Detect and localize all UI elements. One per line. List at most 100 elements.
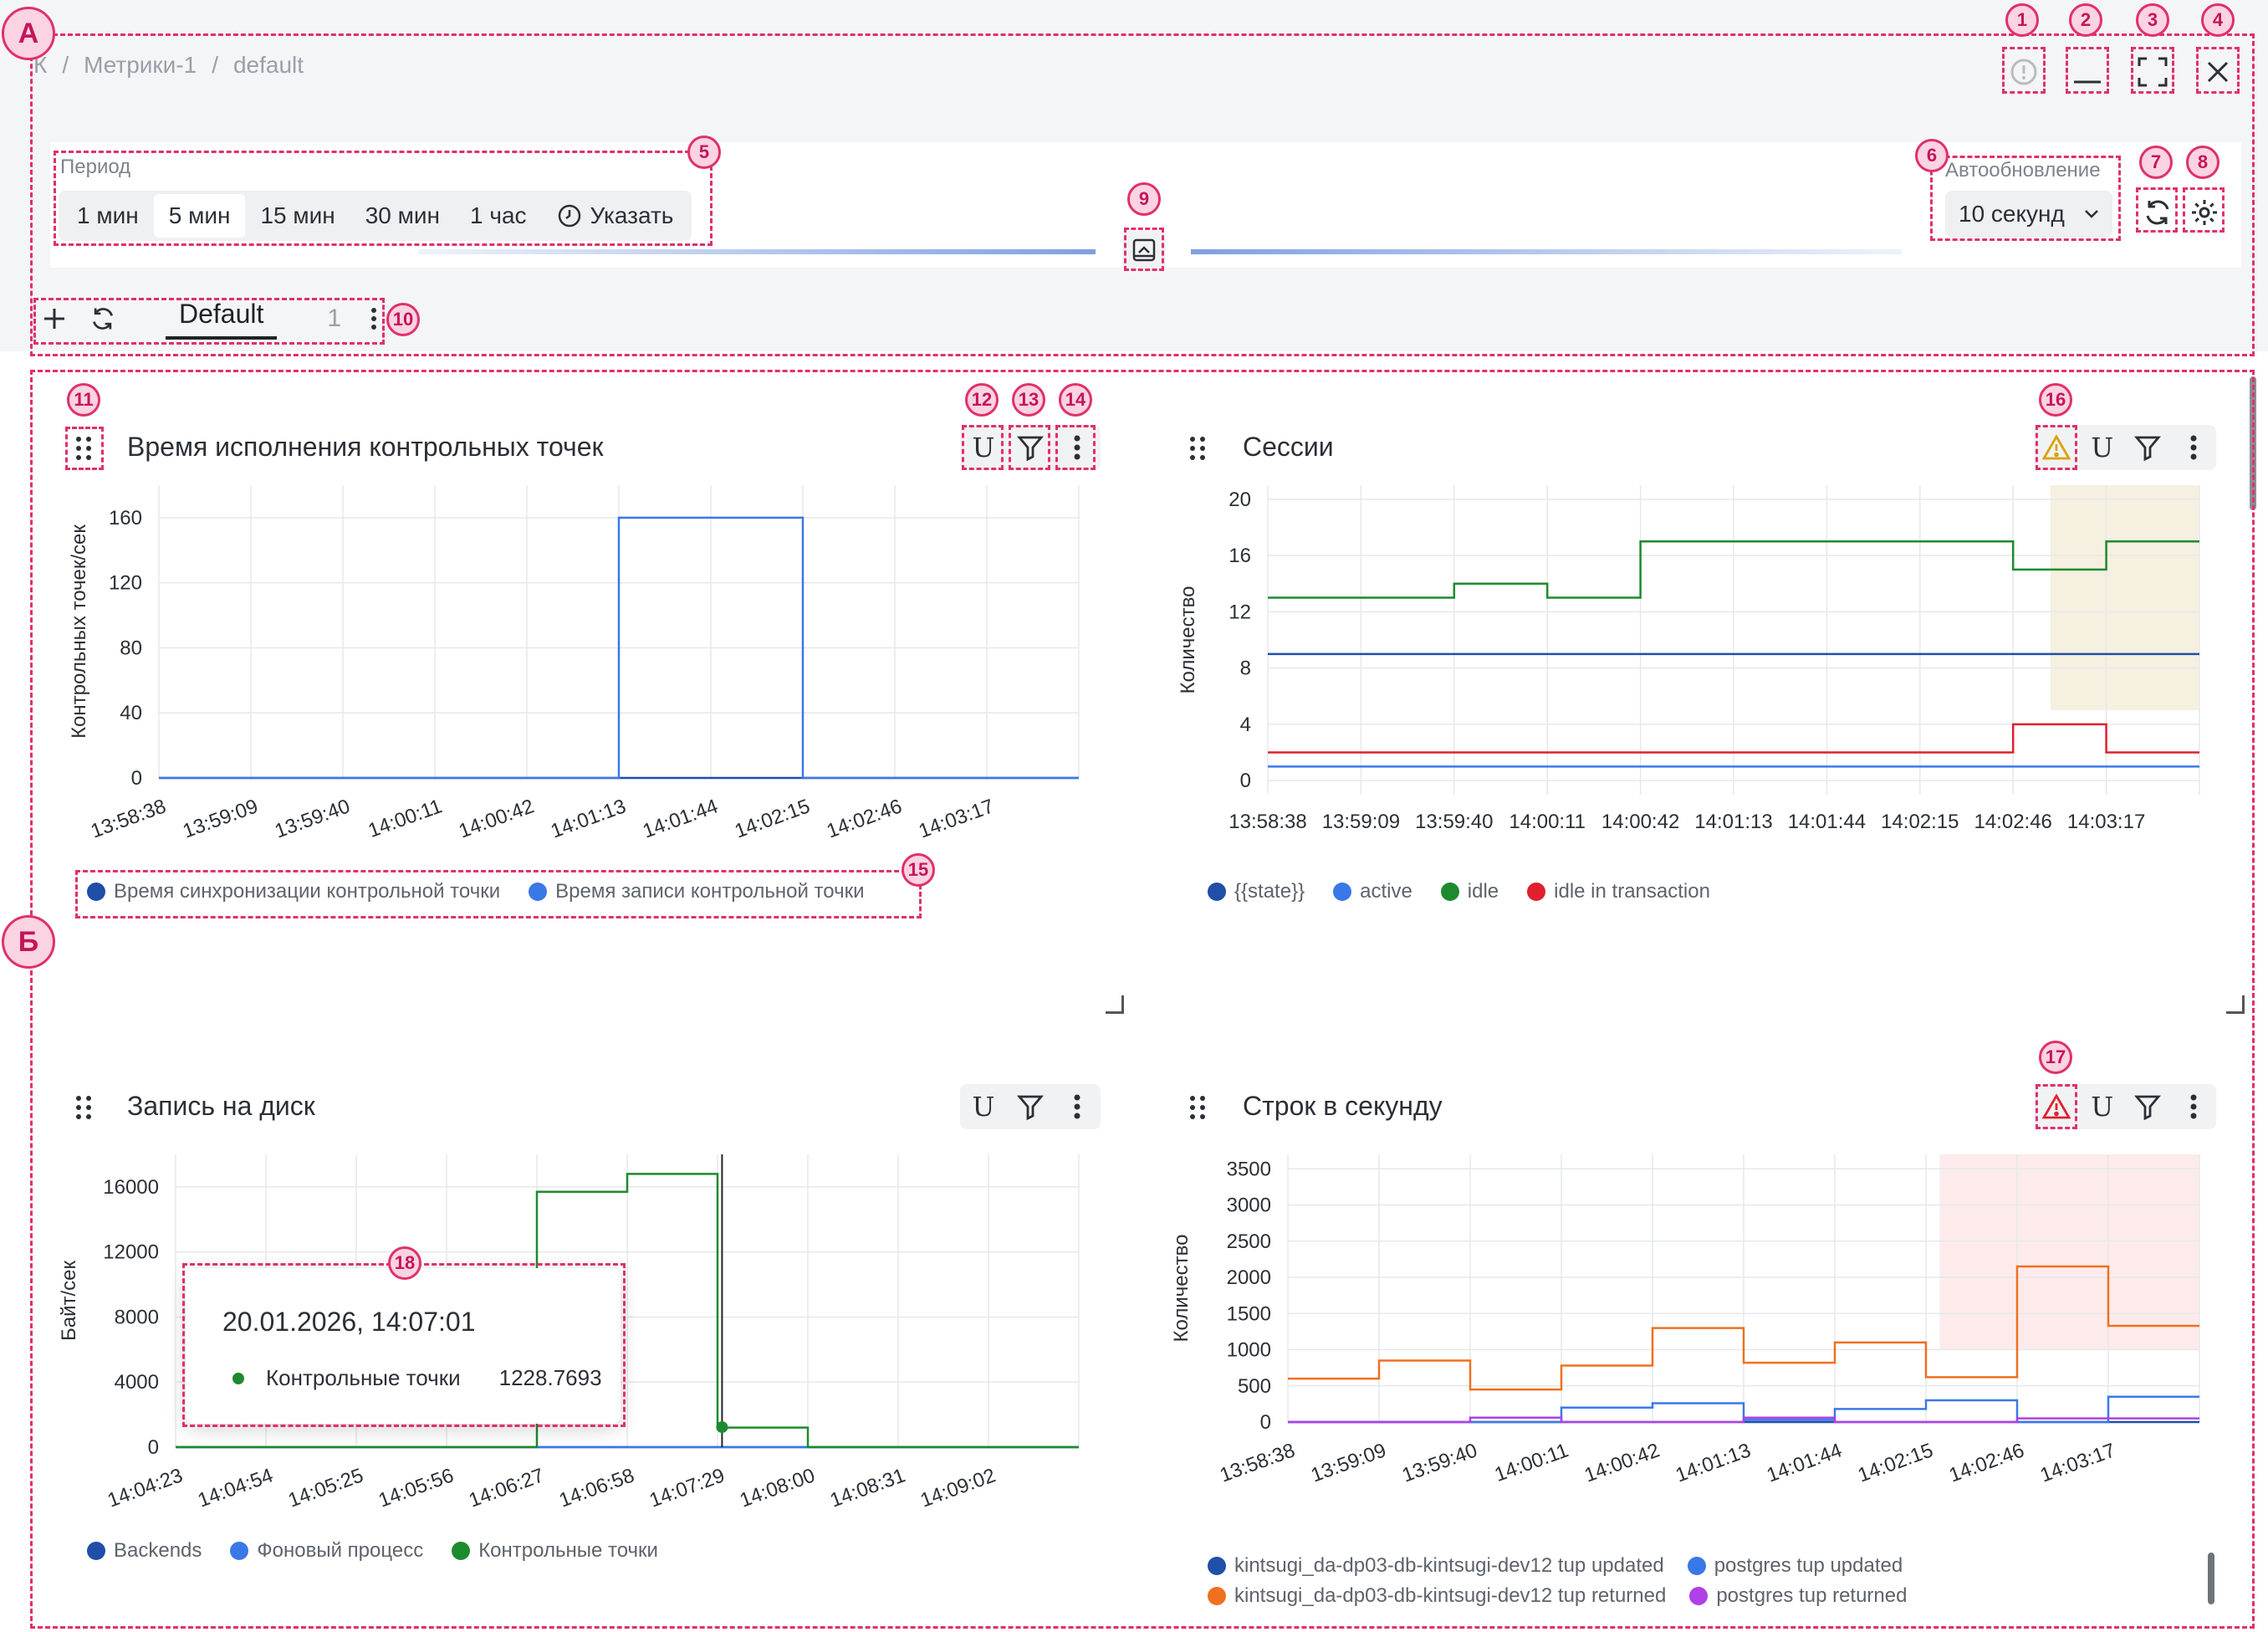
panel-menu-button[interactable]: [1054, 425, 1101, 470]
filter-button[interactable]: [1007, 1084, 1054, 1129]
x-tick-label: 14:00:11: [1509, 811, 1586, 833]
close-button[interactable]: [2194, 49, 2241, 95]
collapse-up-icon: [1132, 238, 1156, 262]
add-tab-button[interactable]: [33, 298, 75, 340]
legend-dot: [1527, 883, 1546, 901]
panel-menu-button[interactable]: [2171, 425, 2217, 470]
units-button[interactable]: U: [2080, 425, 2126, 470]
filter-button[interactable]: [1007, 425, 1054, 470]
panel-menu-button[interactable]: [2171, 1084, 2217, 1129]
period-15-min[interactable]: 15 мин: [260, 202, 335, 228]
legend-item[interactable]: kintsugi_da-dp03-db-kintsugi-dev12 tup u…: [1208, 1554, 1664, 1578]
units-icon: U: [972, 1091, 995, 1123]
period-30-min[interactable]: 30 мин: [365, 202, 440, 228]
settings-button[interactable]: [2183, 191, 2226, 234]
legend-item[interactable]: Backends: [87, 1539, 202, 1563]
tab-default[interactable]: Default: [166, 299, 278, 340]
panel-title: Сессии: [1243, 432, 1334, 462]
annotation-region-a: [30, 33, 2255, 356]
autoupdate-select[interactable]: 10 секунд: [1945, 191, 2112, 238]
refresh-button[interactable]: [2136, 191, 2179, 234]
reload-tabs-button[interactable]: [82, 298, 124, 340]
chevron-down-icon: [2082, 191, 2101, 253]
drag-handle-icon[interactable]: [1188, 1094, 1208, 1121]
collapse-filters-button[interactable]: [1122, 231, 1166, 269]
panel-resize-handle[interactable]: [2226, 995, 2245, 1014]
legend-dot: [87, 1542, 105, 1560]
units-button[interactable]: U: [960, 425, 1007, 470]
minimize-button[interactable]: [2064, 49, 2111, 95]
annotation-badge: 8: [2186, 146, 2219, 179]
y-tick-label: 2000: [1227, 1266, 1271, 1289]
period-5-min[interactable]: 5 мин: [153, 194, 246, 238]
drag-handle-icon[interactable]: [1188, 435, 1208, 462]
refresh-icon: [93, 308, 113, 330]
y-tick-label: 0: [1260, 1411, 1271, 1434]
legend-item[interactable]: Время записи контрольной точки: [529, 880, 865, 903]
legend-item[interactable]: active: [1333, 880, 1412, 903]
annotation-badge: 12: [965, 383, 999, 417]
legend-item[interactable]: Время синхронизации контрольной точки: [87, 880, 500, 903]
annotation-box: [1009, 425, 1050, 470]
annotation-badge: 1: [2005, 3, 2039, 37]
drag-handle-icon[interactable]: [74, 435, 94, 462]
legend-item[interactable]: postgres tup updated: [1687, 1554, 1903, 1578]
legend-scrollbar[interactable]: [2208, 1553, 2214, 1604]
drag-handle-icon[interactable]: [74, 1094, 94, 1121]
legend-item[interactable]: idle: [1440, 880, 1499, 903]
more-vertical-icon: [2190, 435, 2197, 460]
filter-icon: [1017, 1095, 1044, 1121]
panel-resize-handle[interactable]: [1106, 995, 1124, 1014]
x-tick-label: 14:00:42: [1601, 811, 1679, 833]
alert-info-button[interactable]: [2000, 49, 2047, 95]
warning-button[interactable]: [2034, 425, 2080, 470]
y-tick-label: 0: [148, 1436, 159, 1459]
chart-legend: {{state}} active idle idle in transactio…: [1208, 880, 1710, 903]
breadcrumb: К / Метрики-1 / default: [33, 52, 304, 78]
fullscreen-button[interactable]: [2129, 49, 2176, 95]
annotation-badge: 18: [388, 1246, 421, 1280]
units-button[interactable]: U: [2080, 1084, 2126, 1129]
legend-item[interactable]: kintsugi_da-dp03-db-kintsugi-dev12 tup r…: [1208, 1584, 1666, 1608]
period-1-hour[interactable]: 1 час: [470, 202, 527, 228]
filter-button[interactable]: [2125, 425, 2171, 470]
gear-icon: [2192, 200, 2217, 225]
annotation-badge: А: [2, 7, 55, 60]
error-button[interactable]: [2034, 1084, 2080, 1129]
y-tick-label: 1500: [1227, 1302, 1271, 1325]
panel-toolbar: U: [2034, 1084, 2216, 1129]
x-tick-label: 13:59:40: [1415, 811, 1493, 833]
series-line: [1288, 1265, 2199, 1391]
legend-dot: [230, 1542, 249, 1560]
legend-item[interactable]: Фоновый процесс: [230, 1539, 423, 1563]
y-tick-label: 0: [1240, 770, 1251, 792]
warning-triangle-icon: [2042, 434, 2071, 460]
y-tick-label: 1000: [1227, 1339, 1271, 1362]
y-tick-label: 16000: [103, 1176, 159, 1199]
filter-button[interactable]: [2125, 1084, 2171, 1129]
legend-item[interactable]: idle in transaction: [1527, 880, 1710, 903]
y-tick-label: 80: [120, 637, 142, 659]
tab-menu-button[interactable]: [361, 298, 386, 340]
annotation-badge: 15: [902, 853, 935, 887]
breadcrumb-item-metrics[interactable]: Метрики-1: [84, 52, 197, 78]
annotation-box: [2036, 425, 2077, 470]
annotation-box: [65, 427, 104, 470]
legend-item[interactable]: Контрольные точки: [452, 1539, 658, 1563]
annotation-box: [182, 1263, 626, 1427]
units-button[interactable]: U: [960, 1084, 1007, 1129]
more-vertical-icon: [1074, 435, 1080, 460]
period-custom-button[interactable]: Указать: [542, 194, 689, 238]
units-icon: U: [2091, 432, 2114, 463]
legend-item[interactable]: {{state}}: [1208, 880, 1305, 903]
panel-menu-button[interactable]: [1054, 1084, 1101, 1129]
clock-icon: [558, 204, 580, 228]
panel-rows-per-sec: [1151, 1037, 2251, 1632]
annotation-badge: 11: [67, 383, 100, 417]
period-1-min[interactable]: 1 мин: [77, 202, 139, 228]
legend-item[interactable]: postgres tup returned: [1689, 1584, 1907, 1608]
chart-sessions: 0 4 8 12 16 20 13:58:38 13:59:09 13:59:40 14:00:1…: [1177, 485, 2200, 833]
panel-title: Запись на диск: [127, 1091, 315, 1121]
filter-icon: [2134, 436, 2162, 462]
